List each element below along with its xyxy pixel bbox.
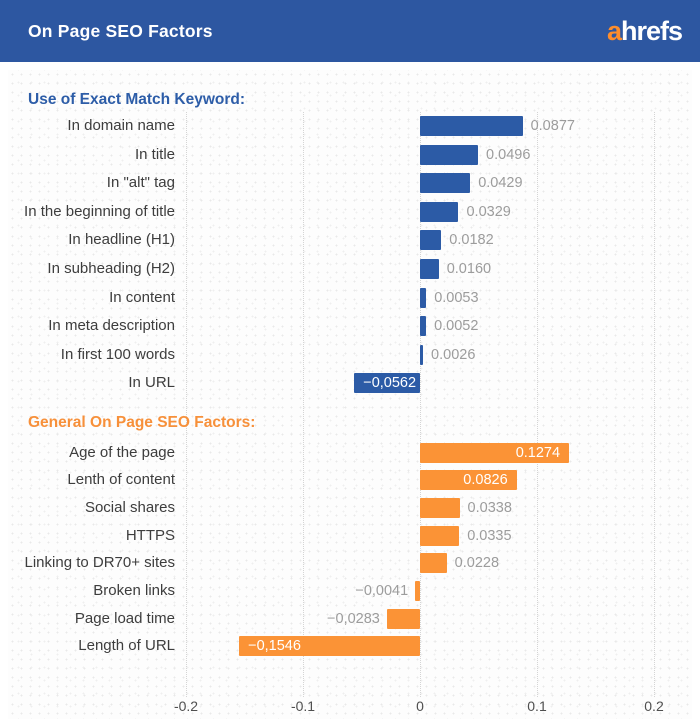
ahrefs-logo: ahrefs: [606, 15, 683, 46]
bar: [420, 470, 517, 491]
axis-tick-label: 0: [416, 698, 424, 714]
bar-value: −0,0283: [327, 610, 380, 627]
row-label: In content: [109, 288, 175, 306]
row-label: HTTPS: [125, 526, 175, 544]
bar: [420, 525, 460, 546]
bar-value: 0.0877: [530, 118, 575, 134]
row-label: In headline (H1): [68, 231, 175, 249]
axis-tick-label: 0.1: [527, 698, 547, 714]
bar-value: 0.0338: [467, 499, 512, 516]
bar-value: 0.0053: [434, 289, 479, 306]
bar: [420, 316, 427, 337]
row-label: In title: [134, 145, 175, 163]
bar-value: 0.0160: [446, 261, 492, 277]
bar: [420, 259, 439, 279]
axis-tick-label: -0.1: [290, 698, 316, 714]
bar: [420, 201, 459, 222]
bar-value: 0.0335: [467, 527, 512, 544]
header-bar: On Page SEO Factors ahrefs: [0, 0, 700, 62]
bar-value: 0.1274: [515, 444, 561, 461]
row-label: Length of URL: [78, 637, 175, 655]
bar-value: 0.0182: [449, 232, 494, 249]
bar-value: 0.0826: [463, 472, 508, 489]
row-label: In URL: [128, 374, 175, 392]
row-label: Linking to DR70+ sites: [24, 554, 176, 572]
gridline: [186, 112, 187, 697]
bar: [415, 581, 420, 602]
row-label: In the beginning of title: [24, 202, 175, 220]
axis-tick-label: 0.2: [644, 698, 664, 714]
row-label: In meta description: [48, 317, 175, 335]
row-label: In subheading (H2): [47, 260, 175, 277]
row-label: In domain name: [67, 117, 175, 134]
bar: [420, 144, 479, 165]
bar-value: −0,0562: [363, 375, 417, 392]
row-label: Broken links: [93, 582, 175, 600]
row-label: In first 100 words: [60, 345, 175, 363]
bar-value: −0,0041: [355, 583, 409, 600]
section-heading: Use of Exact Match Keyword:: [28, 91, 246, 108]
row-label: In "alt" tag: [106, 174, 175, 192]
bar: [420, 116, 523, 136]
bar-value: 0.0026: [431, 346, 476, 363]
gridline: [420, 112, 421, 697]
logo-letter-a: a: [606, 15, 622, 46]
bar: [420, 497, 460, 518]
gridline: [537, 112, 538, 697]
bar: [420, 287, 427, 308]
section-heading: General On Page SEO Factors:: [28, 414, 256, 431]
bar: [386, 608, 420, 629]
bar: [420, 553, 447, 574]
bar: [420, 442, 570, 463]
bar: [354, 373, 420, 394]
row-label: Page load time: [74, 609, 175, 627]
bar: [420, 344, 424, 365]
chart-background: [8, 70, 692, 719]
bar-value: 0.0329: [466, 203, 511, 220]
page-title: On Page SEO Factors: [28, 20, 213, 41]
gridline: [303, 112, 304, 697]
bar: [420, 173, 471, 194]
gridline: [654, 112, 655, 697]
bar-value: 0.0052: [434, 318, 479, 335]
bar-value: 0.0496: [486, 146, 531, 163]
logo-letters-hrefs: hrefs: [620, 15, 683, 46]
bar-value: −0,1546: [248, 638, 301, 655]
bar: [420, 230, 442, 251]
bar-value: 0.0228: [454, 555, 500, 572]
axis-tick-label: -0.2: [173, 698, 199, 714]
row-label: Social shares: [84, 498, 175, 516]
row-label: Lenth of content: [67, 471, 175, 489]
row-label: Age of the page: [69, 443, 175, 461]
bar-value: 0.0429: [478, 175, 523, 192]
bar: [239, 636, 420, 657]
